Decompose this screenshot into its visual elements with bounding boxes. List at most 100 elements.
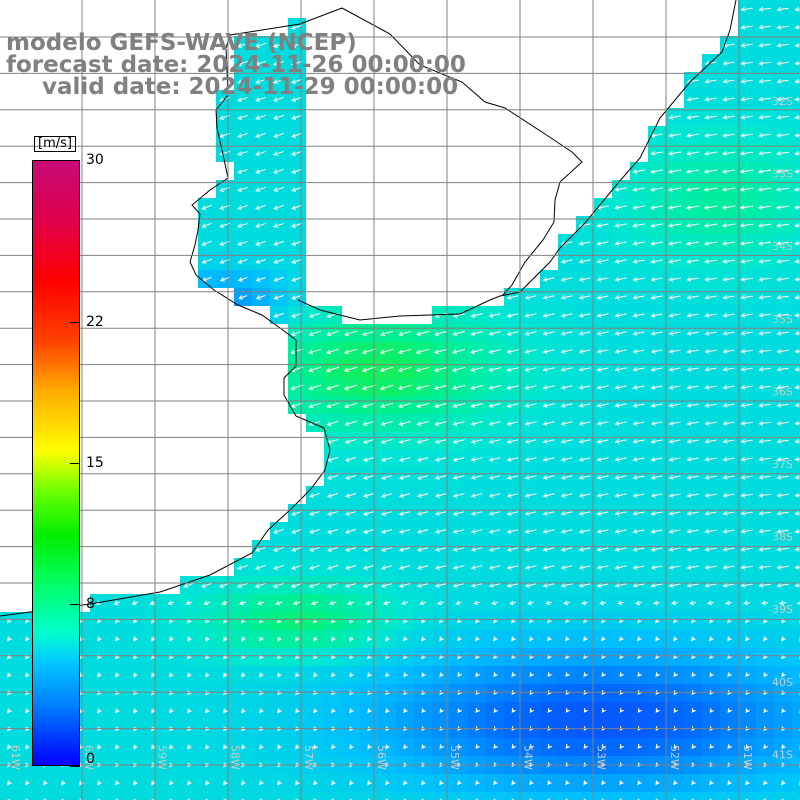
wind-arrow — [776, 294, 789, 300]
wind-arrow — [470, 439, 483, 444]
wind-arrow — [547, 672, 552, 678]
wind-arrow — [794, 474, 800, 480]
wind-arrow — [650, 259, 663, 264]
wind-arrow — [740, 115, 753, 120]
wind-arrow — [740, 43, 753, 48]
wind-arrow — [614, 403, 627, 408]
wind-arrow — [292, 600, 301, 606]
wind-cell — [702, 792, 720, 800]
wind-arrow — [344, 475, 357, 480]
wind-arrow — [632, 187, 645, 192]
wind-arrow — [673, 618, 678, 624]
wind-arrow — [776, 115, 789, 120]
wind-arrow — [757, 205, 772, 210]
wind-arrow — [560, 313, 573, 318]
wind-arrow — [596, 439, 609, 444]
wind-arrow — [43, 780, 48, 786]
wind-arrow — [255, 295, 266, 300]
wind-arrow — [273, 528, 285, 534]
wind-arrow — [758, 115, 771, 120]
wind-arrow — [398, 511, 411, 516]
wind-arrow — [343, 384, 358, 391]
wind-arrow — [255, 222, 267, 228]
wind-arrow — [524, 475, 537, 480]
wind-arrow — [614, 511, 627, 516]
wind-arrow — [686, 475, 699, 480]
wind-arrow — [781, 672, 786, 678]
wind-arrow — [241, 672, 246, 678]
wind-arrow — [506, 547, 519, 552]
wind-arrow — [596, 385, 609, 390]
wind-arrow — [398, 565, 411, 570]
wind-arrow — [727, 618, 732, 624]
wind-arrow — [237, 168, 249, 174]
wind-arrow — [255, 277, 266, 282]
wind-arrow — [758, 439, 771, 444]
wind-arrow — [581, 600, 589, 606]
wind-arrow — [205, 780, 210, 786]
wind-arrow — [272, 564, 285, 570]
wind-arrow — [542, 529, 555, 534]
wind-arrow — [776, 259, 789, 264]
wind-arrow — [619, 672, 624, 678]
wind-arrow — [740, 331, 753, 336]
wind-cell — [270, 792, 288, 800]
wind-arrow — [758, 313, 771, 318]
wind-arrow — [434, 493, 447, 498]
wind-arrow — [668, 277, 681, 282]
wind-arrow — [506, 565, 519, 570]
wind-arrow — [223, 780, 228, 786]
wind-arrow — [668, 421, 681, 426]
wind-cell — [342, 792, 360, 800]
wind-arrow — [133, 708, 138, 714]
wind-arrow — [470, 583, 483, 588]
wind-arrow — [583, 708, 589, 713]
wind-arrow — [637, 708, 643, 713]
wind-arrow — [794, 402, 800, 408]
wind-arrow — [704, 511, 717, 516]
wind-arrow — [632, 421, 645, 426]
latitude-label: 36S — [772, 385, 793, 398]
wind-arrow — [343, 366, 358, 373]
wind-arrow — [560, 457, 573, 462]
wind-arrow — [326, 492, 339, 498]
wind-arrow — [403, 780, 408, 786]
wind-arrow — [560, 511, 573, 516]
wind-arrow — [488, 457, 501, 462]
wind-arrow — [457, 780, 462, 786]
wind-arrow — [277, 708, 282, 714]
longitude-label: 61W — [9, 745, 22, 770]
wind-arrow — [433, 366, 448, 373]
wind-arrow — [758, 331, 771, 336]
wind-arrow — [415, 330, 430, 336]
wind-arrow — [650, 313, 663, 318]
wind-arrow — [565, 672, 570, 678]
wind-arrow — [560, 493, 573, 498]
wind-arrow — [673, 708, 679, 713]
wind-arrow — [259, 672, 264, 678]
wind-arrow — [704, 79, 717, 84]
wind-arrow — [151, 780, 156, 786]
wind-arrow — [794, 510, 800, 516]
wind-arrow — [794, 330, 800, 336]
wind-cell — [648, 792, 666, 800]
wind-arrow — [237, 204, 249, 210]
wind-arrow — [291, 150, 303, 156]
wind-arrow — [722, 493, 735, 498]
wind-arrow — [560, 259, 573, 264]
wind-arrow — [151, 708, 156, 714]
wind-arrow — [740, 277, 753, 282]
wind-arrow — [488, 367, 501, 372]
wind-arrow — [277, 744, 282, 750]
wind-arrow — [758, 547, 771, 552]
wind-arrow — [722, 475, 735, 480]
wind-arrow — [309, 510, 321, 516]
wind-arrow — [547, 636, 552, 642]
wind-arrow — [619, 708, 625, 713]
wind-arrow — [721, 205, 736, 210]
wind-arrow — [524, 313, 537, 318]
wind-arrow — [344, 529, 357, 534]
wind-arrow — [565, 708, 571, 713]
wind-arrow — [578, 421, 591, 426]
